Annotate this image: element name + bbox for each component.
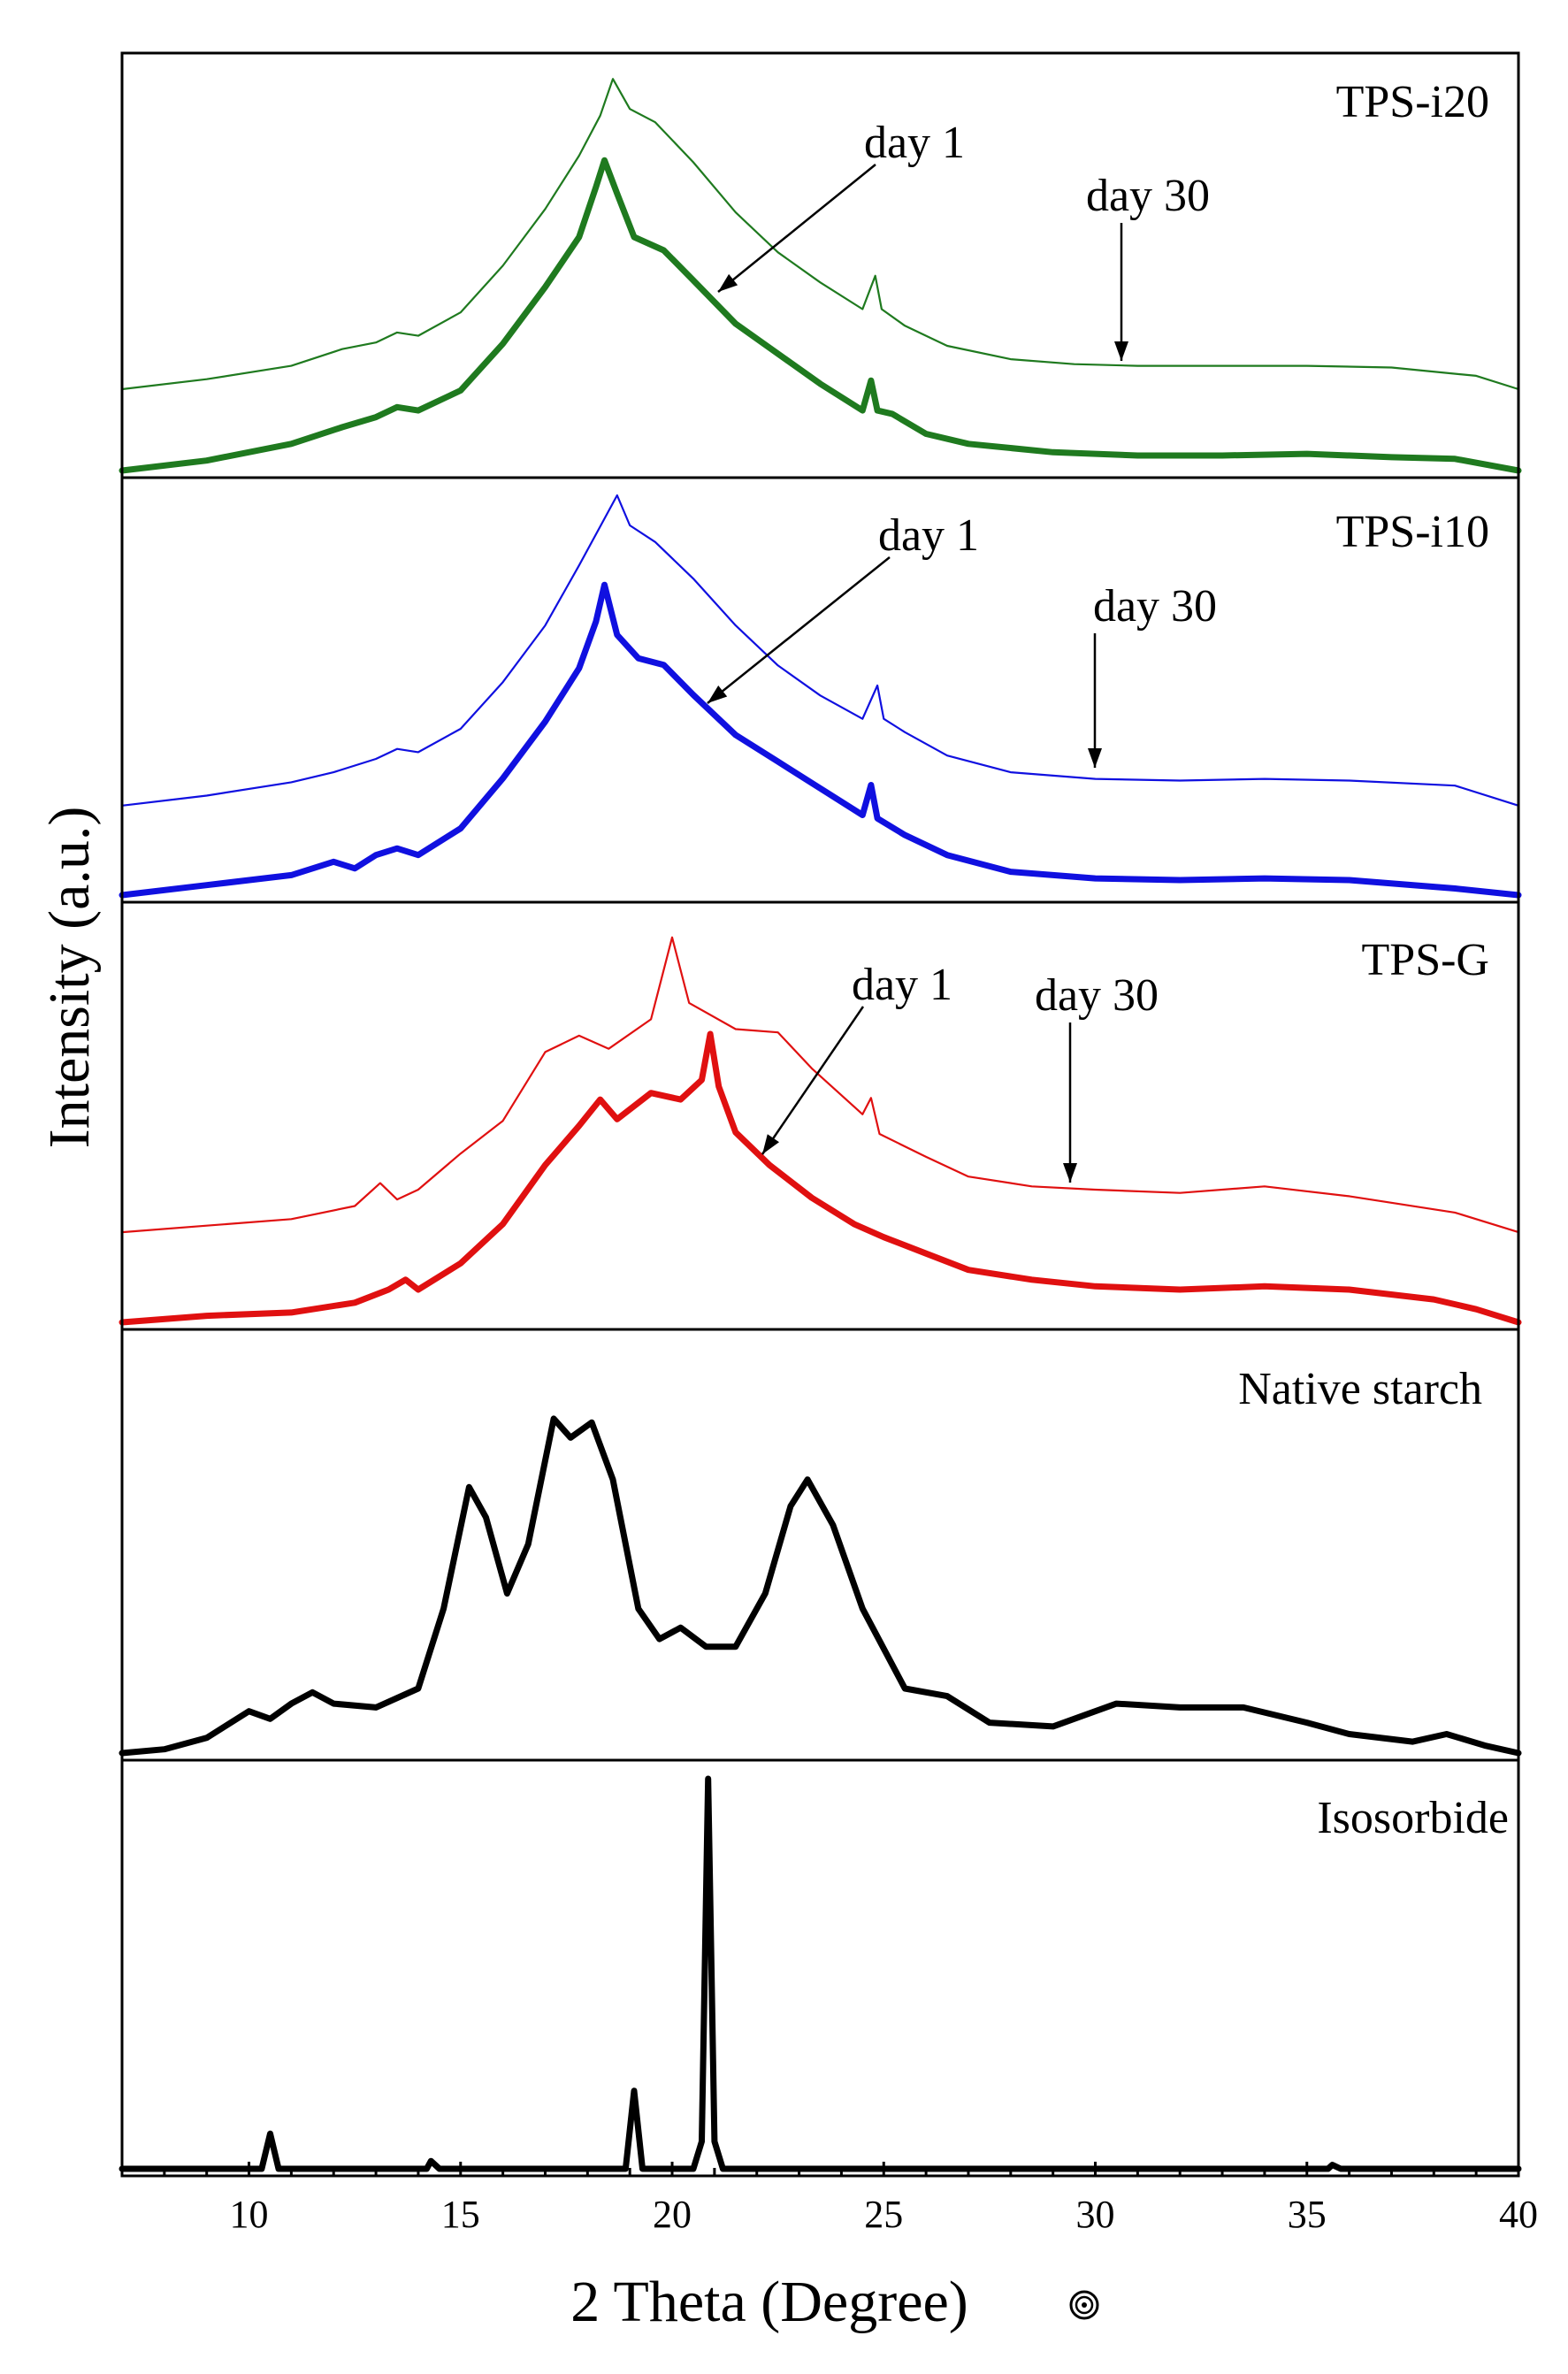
series-day-1 xyxy=(119,157,1522,474)
x-tick-label: 25 xyxy=(864,2193,903,2236)
arrowhead-icon xyxy=(1114,341,1128,361)
panel-label: TPS-G xyxy=(1362,935,1489,985)
x-tick-label: 30 xyxy=(1076,2193,1115,2236)
x-tick-label: 10 xyxy=(230,2193,269,2236)
series-day-1 xyxy=(119,1030,1522,1326)
panel-tps-i20: TPS-i20 day 1 day 30 xyxy=(119,77,1522,474)
x-axis-label: 2 Theta (Degree) xyxy=(570,2270,968,2334)
panel-native-starch: Native starch xyxy=(119,1364,1522,1757)
panel-label: TPS-i20 xyxy=(1336,77,1489,127)
arrowhead-icon xyxy=(718,273,738,292)
x-tick-label: 35 xyxy=(1288,2193,1327,2236)
arrowhead-icon xyxy=(1088,748,1102,768)
series-native-starch xyxy=(119,1415,1522,1757)
series-day-1 xyxy=(119,581,1522,899)
annotation-arrow xyxy=(717,164,876,293)
series-day-30 xyxy=(120,494,1520,807)
panel-tps-i10: TPS-i10 day 1 day 30 xyxy=(119,494,1522,899)
plot-frame xyxy=(120,51,1520,2178)
x-tick-label: 20 xyxy=(653,2193,692,2236)
panel-label: Isosorbide xyxy=(1317,1793,1509,1843)
series-day-30 xyxy=(120,78,1520,391)
panel-label: TPS-i10 xyxy=(1336,507,1489,557)
arrowhead-icon xyxy=(708,685,728,703)
x-tick-label: 40 xyxy=(1499,2193,1538,2236)
series-day-30 xyxy=(120,936,1520,1234)
annotation-label: day 30 xyxy=(1035,970,1159,1021)
annotation-label: day 1 xyxy=(864,118,965,168)
annotation-arrow xyxy=(707,556,891,704)
panel-label: Native starch xyxy=(1238,1364,1482,1414)
annotation-label: day 30 xyxy=(1093,581,1217,632)
panel-tps-g: TPS-G day 1 day 30 xyxy=(119,935,1522,1326)
series-isosorbide xyxy=(119,1775,1522,2172)
annotation-arrow xyxy=(761,1006,865,1155)
copyright-mark-icon xyxy=(1069,2290,1099,2320)
annotation-label: day 30 xyxy=(1086,171,1210,221)
arrowhead-icon xyxy=(1063,1163,1077,1183)
x-axis: 10 15 20 25 30 35 40 xyxy=(120,2162,1538,2236)
annotation-label: day 1 xyxy=(878,510,979,561)
panel-isosorbide: Isosorbide xyxy=(119,1775,1522,2172)
annotation-label: day 1 xyxy=(852,960,952,1010)
arrowhead-icon xyxy=(762,1134,779,1154)
y-axis-label: Intensity (a.u.) xyxy=(37,807,102,1149)
x-tick-label: 15 xyxy=(441,2193,480,2236)
